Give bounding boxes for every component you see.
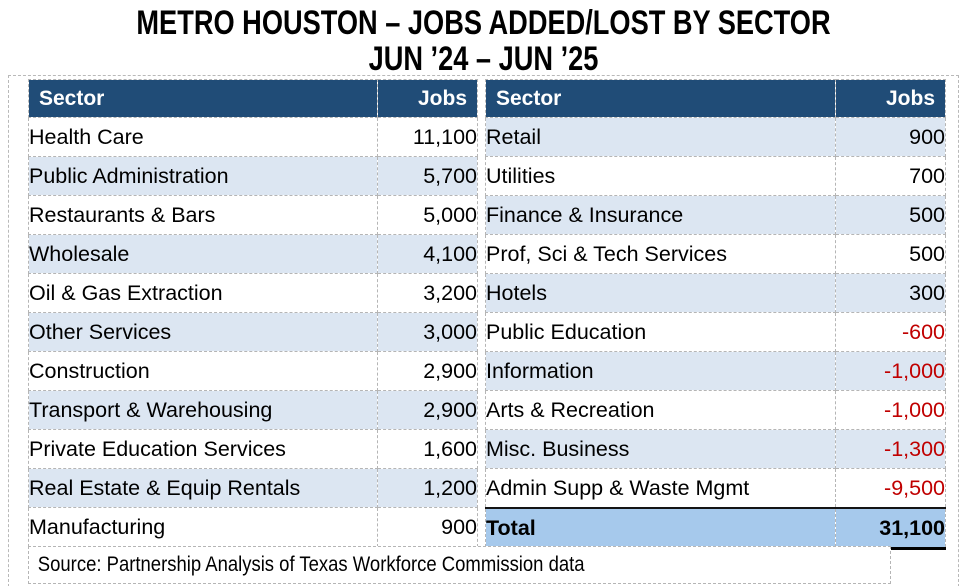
- jobs-cell: 900: [377, 507, 478, 547]
- page-subtitle: JUN ’24 – JUN ’25: [368, 40, 599, 78]
- header-sector: Sector: [485, 79, 836, 118]
- sector-cell: Oil & Gas Extraction: [28, 273, 378, 313]
- jobs-cell: 2,900: [377, 351, 478, 391]
- jobs-cell: 3,200: [377, 273, 478, 313]
- placeholder-dashed-border: [8, 75, 959, 586]
- jobs-table-right: Sector Jobs Retail 900 Utilities 700 Finan…: [485, 79, 946, 550]
- table-row: Wholesale 4,100: [28, 234, 478, 274]
- sector-cell: Manufacturing: [28, 507, 378, 547]
- sector-cell: Information: [485, 351, 836, 391]
- jobs-cell: 300: [835, 273, 946, 313]
- jobs-cell: 500: [835, 234, 946, 274]
- page-title-block: METRO HOUSTON – JOBS ADDED/LOST BY SECTO…: [0, 5, 967, 77]
- jobs-cell: 500: [835, 195, 946, 235]
- jobs-cell: 2,900: [377, 390, 478, 430]
- table-row: Prof, Sci & Tech Services 500: [485, 234, 946, 274]
- sector-cell: Finance & Insurance: [485, 195, 836, 235]
- source-note: Source: Partnership Analysis of Texas Wo…: [37, 553, 585, 576]
- total-label: Total: [485, 507, 836, 550]
- sector-cell: Restaurants & Bars: [28, 195, 378, 235]
- total-row: Total 31,100: [485, 507, 946, 550]
- sector-cell: Public Administration: [28, 156, 378, 196]
- sector-cell: Transport & Warehousing: [28, 390, 378, 430]
- table-row: Real Estate & Equip Rentals 1,200: [28, 468, 478, 508]
- table-row: Hotels 300: [485, 273, 946, 313]
- jobs-cell: -1,300: [835, 429, 946, 469]
- table-row: Construction 2,900: [28, 351, 478, 391]
- sector-cell: Utilities: [485, 156, 836, 196]
- table-row: Finance & Insurance 500: [485, 195, 946, 235]
- sector-cell: Public Education: [485, 312, 836, 352]
- table-row: Retail 900: [485, 117, 946, 157]
- table-row: Oil & Gas Extraction 3,200: [28, 273, 478, 313]
- sector-cell: Admin Supp & Waste Mgmt: [485, 468, 836, 509]
- sector-cell: Real Estate & Equip Rentals: [28, 468, 378, 508]
- jobs-cell: 5,000: [377, 195, 478, 235]
- jobs-cell: 5,700: [377, 156, 478, 196]
- table-row: Arts & Recreation -1,000: [485, 390, 946, 430]
- table-row: Information -1,000: [485, 351, 946, 391]
- sector-cell: Other Services: [28, 312, 378, 352]
- jobs-cell: 4,100: [377, 234, 478, 274]
- table-row: Public Education -600: [485, 312, 946, 352]
- sector-cell: Hotels: [485, 273, 836, 313]
- header-row: Sector Jobs: [485, 79, 946, 118]
- table-row: Admin Supp & Waste Mgmt -9,500: [485, 468, 946, 509]
- total-value: 31,100: [835, 507, 946, 550]
- table-row: Public Administration 5,700: [28, 156, 478, 196]
- sector-cell: Construction: [28, 351, 378, 391]
- jobs-cell: 11,100: [377, 117, 478, 157]
- sector-cell: Private Education Services: [28, 429, 378, 469]
- jobs-cell: -600: [835, 312, 946, 352]
- header-row: Sector Jobs: [28, 79, 478, 118]
- sector-cell: Health Care: [28, 117, 378, 157]
- source-note-cell: Source: Partnership Analysis of Texas Wo…: [28, 546, 891, 584]
- table-row: Utilities 700: [485, 156, 946, 196]
- jobs-table-left: Sector Jobs Health Care 11,100 Public Adm…: [28, 79, 478, 547]
- header-jobs: Jobs: [377, 79, 478, 118]
- table-row: Manufacturing 900: [28, 507, 478, 547]
- sector-cell: Arts & Recreation: [485, 390, 836, 430]
- sector-cell: Prof, Sci & Tech Services: [485, 234, 836, 274]
- jobs-cell: 1,200: [377, 468, 478, 508]
- jobs-cell: -1,000: [835, 351, 946, 391]
- jobs-cell: 1,600: [377, 429, 478, 469]
- table-row: Private Education Services 1,600: [28, 429, 478, 469]
- jobs-cell: -9,500: [835, 468, 946, 509]
- header-sector: Sector: [28, 79, 378, 118]
- sector-cell: Misc. Business: [485, 429, 836, 469]
- table-row: Restaurants & Bars 5,000: [28, 195, 478, 235]
- table-row: Other Services 3,000: [28, 312, 478, 352]
- table-row: Misc. Business -1,300: [485, 429, 946, 469]
- jobs-cell: -1,000: [835, 390, 946, 430]
- jobs-cell: 900: [835, 117, 946, 157]
- sector-cell: Wholesale: [28, 234, 378, 274]
- jobs-cell: 700: [835, 156, 946, 196]
- header-jobs: Jobs: [835, 79, 946, 118]
- page-title: METRO HOUSTON – JOBS ADDED/LOST BY SECTO…: [136, 4, 831, 42]
- sector-cell: Retail: [485, 117, 836, 157]
- table-row: Health Care 11,100: [28, 117, 478, 157]
- table-row: Transport & Warehousing 2,900: [28, 390, 478, 430]
- jobs-cell: 3,000: [377, 312, 478, 352]
